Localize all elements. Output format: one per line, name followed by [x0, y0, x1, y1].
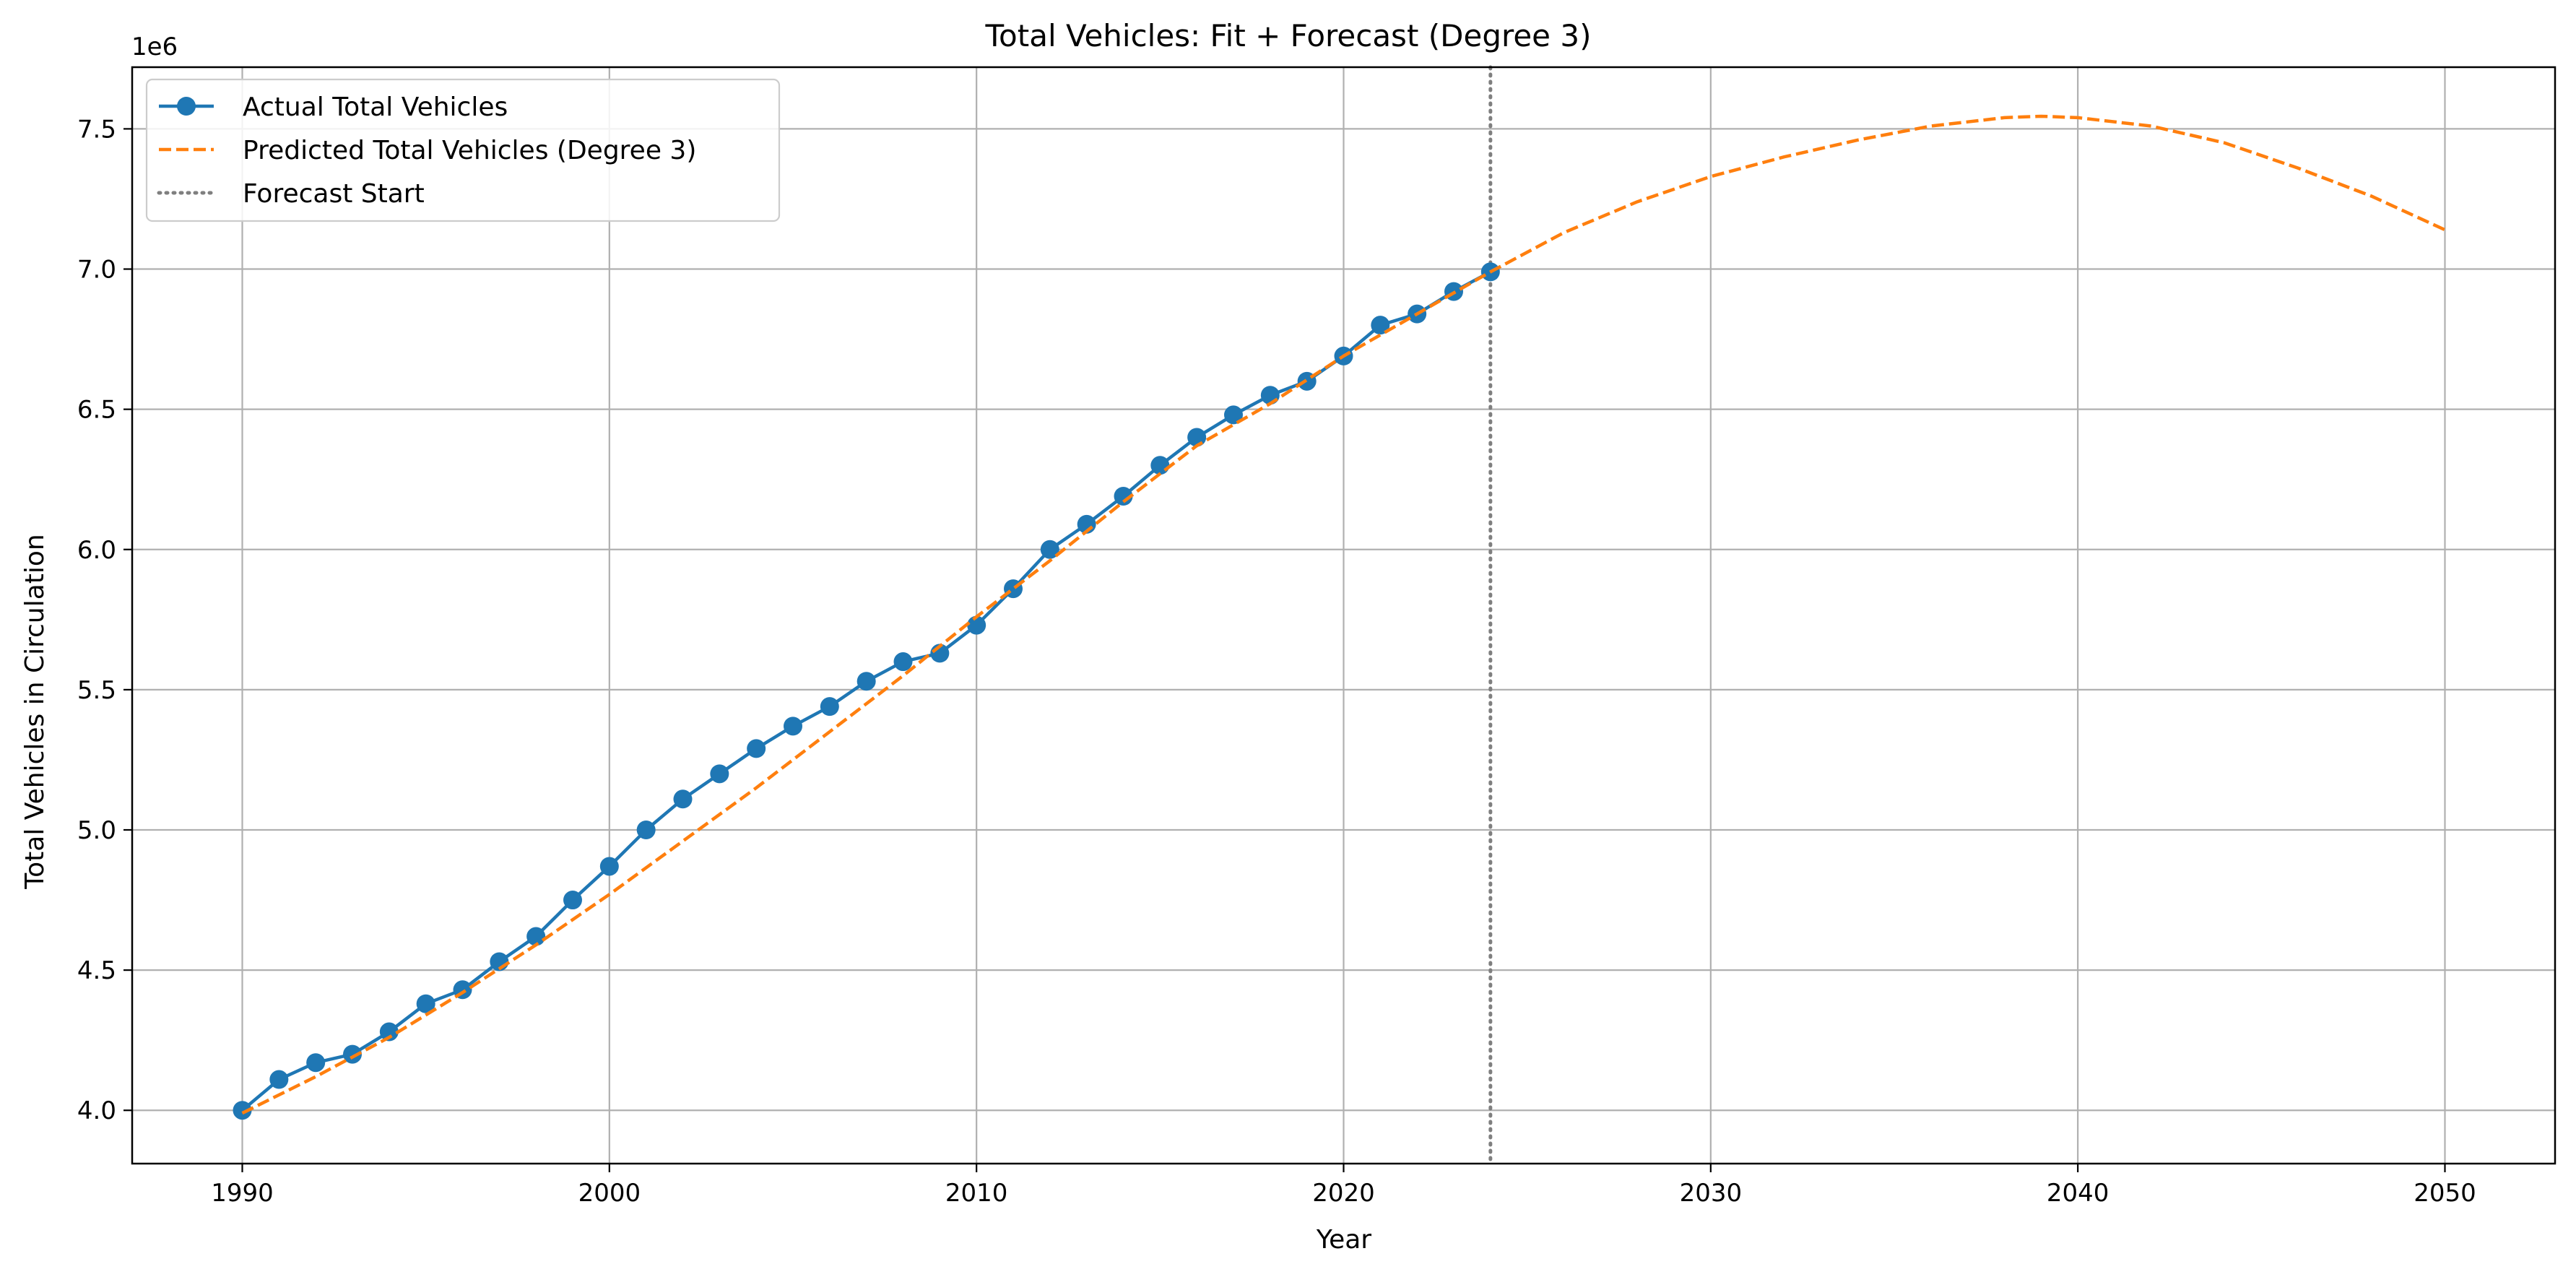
x-tick-label: 2050: [2414, 1179, 2476, 1208]
legend-label: Predicted Total Vehicles (Degree 3): [243, 136, 696, 165]
plot-area: [233, 65, 2446, 1166]
series-line-predicted: [241, 114, 2446, 1115]
data-point-actual: [1224, 405, 1243, 425]
data-point-actual: [563, 891, 582, 910]
y-axis-ticks: 4.0 4.5 5.0 5.5 6.0 6.5 7.0 7.5: [77, 115, 132, 1125]
data-point-actual: [967, 615, 986, 635]
x-tick-label: 2030: [1680, 1179, 1743, 1208]
data-point-actual: [1114, 487, 1133, 506]
y-tick-label: 5.5: [77, 676, 116, 705]
x-tick-label: 2020: [1312, 1179, 1375, 1208]
y-tick-label: 7.5: [77, 115, 116, 144]
data-point-actual: [599, 857, 619, 876]
data-point-actual: [343, 1044, 362, 1064]
data-point-actual: [710, 764, 729, 784]
data-point-actual: [306, 1053, 326, 1073]
y-tick-label: 7.0: [77, 256, 116, 285]
data-point-actual: [233, 1101, 252, 1120]
y-axis-label: Total Vehicles in Circulation: [20, 534, 50, 890]
data-point-actual: [636, 821, 656, 839]
x-axis-ticks: 1990 2000 2010 2020 2030 2040 2050: [211, 1164, 2476, 1208]
data-point-actual: [673, 789, 693, 809]
data-point-actual: [1371, 316, 1390, 335]
data-point-actual: [820, 697, 839, 717]
data-point-actual: [379, 1022, 399, 1042]
x-tick-label: 2010: [945, 1179, 1008, 1208]
y-tick-label: 4.0: [77, 1096, 116, 1125]
y-tick-label: 6.0: [77, 536, 116, 565]
y-tick-label: 5.0: [77, 816, 116, 845]
data-point-actual: [269, 1070, 289, 1089]
x-tick-label: 2040: [2047, 1179, 2109, 1208]
x-axis-label: Year: [1316, 1225, 1371, 1255]
x-tick-label: 1990: [211, 1179, 274, 1208]
data-point-actual: [784, 717, 802, 736]
grid: [132, 67, 2555, 1164]
data-point-actual: [526, 927, 546, 946]
data-point-actual: [747, 739, 766, 758]
legend-marker-actual: [177, 97, 196, 116]
legend-label: Forecast Start: [243, 179, 425, 209]
chart-title: Total Vehicles: Fit + Forecast (Degree 3…: [985, 18, 1592, 53]
y-axis-offset-text: 1e6: [131, 33, 178, 61]
x-tick-label: 2000: [578, 1179, 641, 1208]
legend-label: Actual Total Vehicles: [243, 92, 508, 122]
data-point-actual: [1150, 456, 1170, 475]
legend-box: [145, 78, 781, 222]
data-point-actual: [893, 652, 913, 672]
data-point-actual: [416, 994, 435, 1013]
y-tick-label: 6.5: [77, 396, 116, 425]
data-point-actual: [857, 672, 876, 691]
data-point-actual: [1040, 540, 1059, 559]
legend: Actual Total Vehicles Predicted Total Veh…: [145, 78, 781, 222]
y-tick-label: 4.5: [77, 956, 116, 985]
